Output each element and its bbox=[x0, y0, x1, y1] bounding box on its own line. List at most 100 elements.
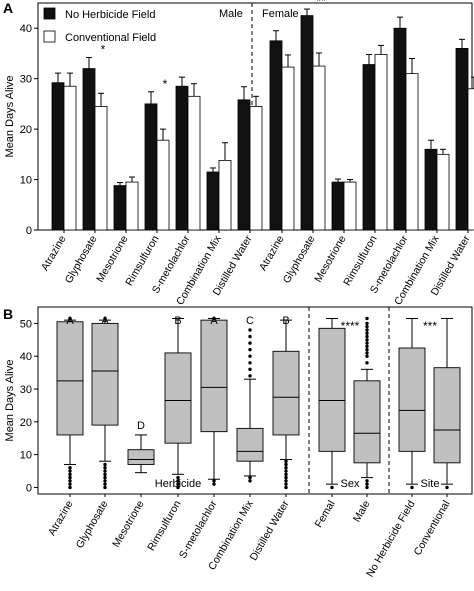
outlier-point bbox=[248, 374, 252, 378]
x-tick-label: Distilled Water bbox=[248, 498, 292, 563]
y-tick-label: 30 bbox=[20, 74, 32, 86]
significance-letter: D bbox=[137, 420, 145, 432]
outlier-point bbox=[365, 324, 369, 329]
significance-letter: B bbox=[174, 315, 181, 327]
y-axis-label: Mean Days Alive bbox=[4, 76, 16, 158]
bar bbox=[187, 95, 201, 231]
bar bbox=[405, 73, 419, 231]
significance-letter: A bbox=[210, 315, 218, 327]
x-tick-label: Rimsulfuron bbox=[145, 498, 183, 553]
bar bbox=[63, 85, 77, 231]
box bbox=[353, 380, 381, 464]
outlier-point bbox=[284, 469, 288, 473]
outlier-point bbox=[410, 485, 414, 490]
legend-swatch bbox=[43, 7, 56, 20]
outlier-point bbox=[176, 479, 180, 483]
legend-label: Conventional Field bbox=[65, 32, 156, 44]
outlier-point bbox=[212, 482, 216, 486]
significance-letter: A bbox=[101, 315, 109, 327]
significance-letter: A bbox=[66, 315, 74, 327]
bar bbox=[393, 27, 407, 231]
panel-b-label: B bbox=[3, 306, 13, 322]
outlier-point bbox=[248, 361, 252, 365]
y-tick-label: 0 bbox=[26, 225, 32, 237]
group-label-male: Male bbox=[219, 8, 243, 20]
box bbox=[200, 319, 228, 433]
x-tick-label: Atrazine bbox=[39, 233, 69, 272]
outlier-point bbox=[284, 459, 288, 463]
outlier-point bbox=[365, 347, 369, 352]
box bbox=[398, 347, 426, 452]
x-tick-label: Femal bbox=[313, 499, 338, 530]
outlier-point bbox=[284, 472, 288, 477]
bar bbox=[218, 159, 232, 231]
y-tick-label: 20 bbox=[20, 417, 32, 429]
bar bbox=[82, 68, 96, 231]
significance-letter: B bbox=[282, 315, 289, 327]
outlier-point bbox=[365, 482, 369, 486]
section-label: Site bbox=[421, 478, 440, 490]
bar bbox=[424, 148, 438, 231]
outlier-point bbox=[248, 367, 252, 372]
outlier-point bbox=[103, 475, 107, 480]
box bbox=[127, 449, 155, 465]
bar bbox=[467, 88, 474, 231]
outlier-point bbox=[103, 482, 107, 486]
box bbox=[56, 321, 84, 436]
plot-frame bbox=[37, 306, 473, 495]
bar bbox=[300, 15, 314, 231]
box bbox=[236, 427, 264, 462]
significance-mark: * bbox=[101, 42, 106, 56]
outlier-point bbox=[284, 462, 288, 467]
legend-label: No Herbicide Field bbox=[65, 9, 155, 21]
bar bbox=[206, 171, 220, 231]
y-tick-label: 10 bbox=[20, 175, 32, 187]
outlier-point bbox=[284, 466, 288, 470]
outlier-point bbox=[103, 469, 107, 473]
x-tick-label: Glyphosate bbox=[74, 498, 111, 550]
bar bbox=[94, 106, 108, 231]
outlier-point bbox=[330, 485, 334, 490]
outlier-point bbox=[445, 485, 449, 490]
outlier-point bbox=[284, 475, 288, 480]
y-tick-label: 50 bbox=[20, 318, 32, 330]
outlier-point bbox=[103, 466, 107, 470]
outlier-point bbox=[248, 328, 252, 332]
y-tick-label: 30 bbox=[20, 384, 32, 396]
outlier-point bbox=[365, 354, 369, 358]
outlier-point bbox=[284, 485, 288, 490]
outlier-point bbox=[365, 344, 369, 349]
section-significance: *** bbox=[423, 319, 437, 333]
bar bbox=[113, 185, 127, 231]
y-tick-label: 0 bbox=[26, 482, 32, 494]
outlier-point bbox=[212, 316, 216, 321]
significance-mark: ** bbox=[316, 0, 326, 8]
bar bbox=[281, 66, 295, 231]
significance-mark: * bbox=[163, 77, 168, 91]
x-tick-label: S-metolachlor bbox=[177, 498, 220, 561]
bar bbox=[144, 103, 158, 231]
outlier-point bbox=[365, 328, 369, 332]
y-tick-label: 40 bbox=[20, 23, 32, 35]
outlier-point bbox=[365, 361, 369, 365]
bar bbox=[374, 54, 388, 231]
outlier-point bbox=[103, 462, 107, 467]
y-tick-label: 40 bbox=[20, 351, 32, 363]
x-tick-label: No Herbicide Field bbox=[364, 498, 418, 579]
outlier-point bbox=[365, 351, 369, 355]
panel-a-label: A bbox=[3, 0, 13, 16]
significance-letter: C bbox=[246, 315, 254, 327]
outlier-point bbox=[68, 475, 72, 480]
bar bbox=[175, 85, 189, 231]
outlier-point bbox=[212, 479, 216, 483]
outlier-point bbox=[365, 321, 369, 326]
outlier-point bbox=[176, 485, 180, 490]
bar bbox=[312, 65, 326, 231]
bar bbox=[331, 181, 345, 231]
outlier-point bbox=[103, 479, 107, 483]
outlier-point bbox=[248, 354, 252, 358]
outlier-point bbox=[68, 485, 72, 490]
x-tick-label: Male bbox=[351, 498, 373, 524]
